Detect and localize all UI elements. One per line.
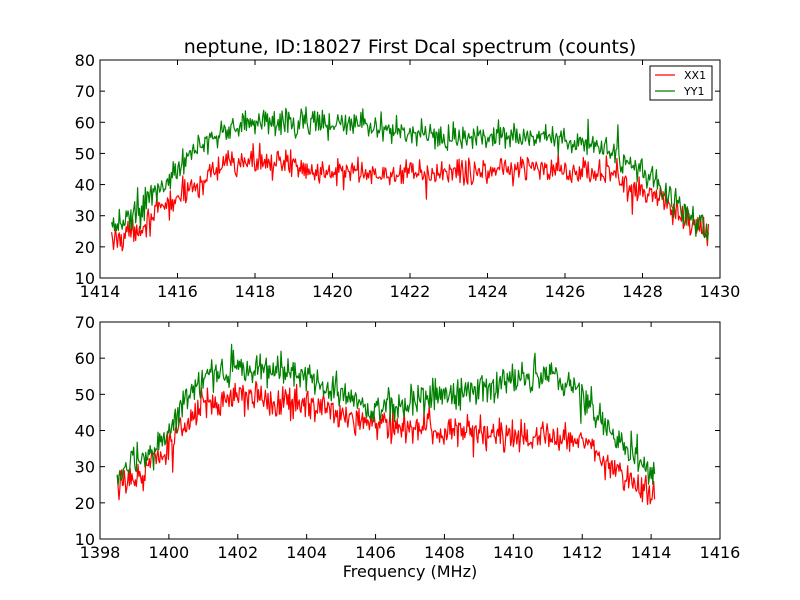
legend-box (649, 65, 713, 101)
x-tick-label: 1416 (700, 543, 741, 562)
x-tick-label: 1402 (217, 543, 258, 562)
y-tick-label: 50 (75, 385, 95, 404)
y-tick-label: 80 (75, 51, 95, 70)
x-tick-label: 1430 (700, 282, 741, 301)
series-1-series-line (116, 343, 656, 486)
x-tick-label: 1406 (355, 543, 396, 562)
x-axis-label: Frequency (MHz) (343, 562, 477, 581)
y-tick-label: 60 (75, 349, 95, 368)
x-tick-label: 1400 (149, 543, 190, 562)
x-tick-label: 1418 (235, 282, 276, 301)
y-tick-label: 10 (75, 269, 95, 288)
y-tick-label: 60 (75, 113, 95, 132)
xx1-series-line (111, 142, 709, 252)
series-lines (116, 343, 656, 505)
x-tick-label: 1428 (622, 282, 663, 301)
x-tick-label: 1404 (286, 543, 327, 562)
top-spectrum-panel: 1414 1416 1418 1420 1422 1424 1426 1428 1430 10 20… (75, 51, 741, 301)
x-tick-label: 1414 (631, 543, 672, 562)
series-0-series-line (116, 380, 656, 505)
x-tick-label: 1420 (312, 282, 353, 301)
x-tick-label: 1426 (545, 282, 586, 301)
x-tick-label: 1424 (467, 282, 508, 301)
x-tick-label: 1412 (562, 543, 603, 562)
x-tick-label: 1416 (157, 282, 198, 301)
bottom-spectrum-panel: 1398 1400 1402 1404 1406 1408 1410 1412 1414 1416… (75, 313, 741, 562)
legend-entry-label: YY1 (683, 85, 704, 98)
x-tick-label: 1408 (424, 543, 465, 562)
chart-title: neptune, ID:18027 First Dcal spectrum (c… (184, 36, 637, 58)
x-tick-label: 1410 (493, 543, 534, 562)
y-tick-label: 40 (75, 176, 95, 195)
yy1-series-line (111, 106, 709, 241)
y-tick-label: 30 (75, 207, 95, 226)
y-tick-label: 40 (75, 422, 95, 441)
y-tick-label: 70 (75, 313, 95, 332)
x-tick-label: 1422 (390, 282, 431, 301)
x-tick-label: 1398 (80, 543, 121, 562)
series-lines (111, 106, 709, 252)
y-tick-label: 20 (75, 238, 95, 257)
y-tick-label: 30 (75, 458, 95, 477)
y-tick-label: 10 (75, 530, 95, 549)
y-tick-label: 50 (75, 144, 95, 163)
y-tick-label: 70 (75, 82, 95, 101)
legend-entry-label: XX1 (684, 69, 706, 82)
y-tick-label: 20 (75, 494, 95, 513)
x-tick-label: 1414 (80, 282, 121, 301)
